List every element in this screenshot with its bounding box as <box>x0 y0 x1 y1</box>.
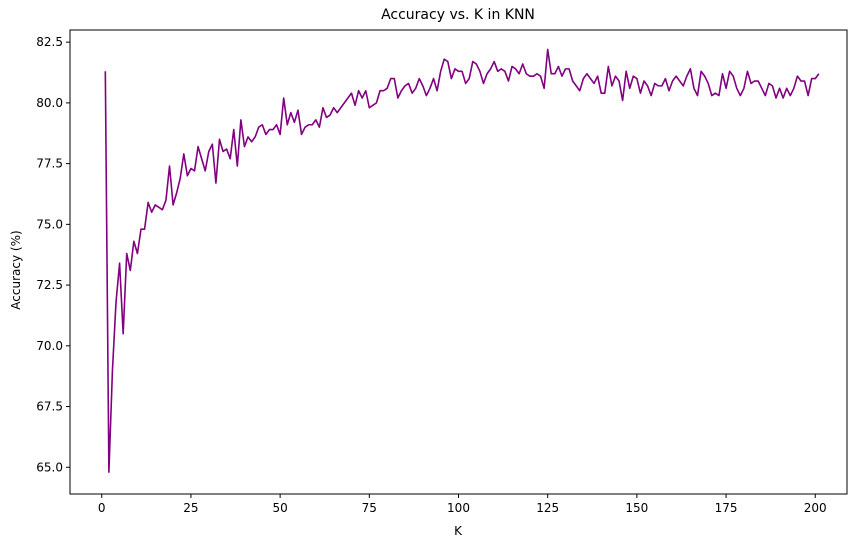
chart-title: Accuracy vs. K in KNN <box>381 7 535 23</box>
y-tick-label: 75.0 <box>36 217 63 231</box>
x-tick-label: 175 <box>715 501 738 515</box>
x-tick-label: 0 <box>98 501 106 515</box>
y-tick-label: 65.0 <box>36 460 63 474</box>
x-tick-label: 100 <box>447 501 470 515</box>
x-tick-label: 75 <box>362 501 377 515</box>
x-axis: 0 25 50 75 100 125 150 175 200 <box>98 494 827 515</box>
y-tick-label: 82.5 <box>36 35 63 49</box>
plot-frame <box>69 29 848 495</box>
plot-area <box>69 29 848 495</box>
y-tick-label: 72.5 <box>36 278 63 292</box>
x-tick-label: 125 <box>536 501 559 515</box>
x-tick-label: 200 <box>804 501 827 515</box>
y-tick-label: 67.5 <box>36 400 63 414</box>
x-tick-label: 25 <box>183 501 198 515</box>
y-tick-label: 80.0 <box>36 96 63 110</box>
x-tick-label: 50 <box>272 501 287 515</box>
y-tick-label: 70.0 <box>36 339 63 353</box>
y-axis-label: Accuracy (%) <box>9 230 23 309</box>
x-axis-label: K <box>454 524 463 538</box>
y-tick-label: 77.5 <box>36 157 63 171</box>
y-axis: 65.0 67.5 70.0 72.5 75.0 77.5 80.0 82.5 <box>36 35 70 474</box>
x-tick-label: 150 <box>625 501 648 515</box>
series-line-1 <box>104 48 820 473</box>
